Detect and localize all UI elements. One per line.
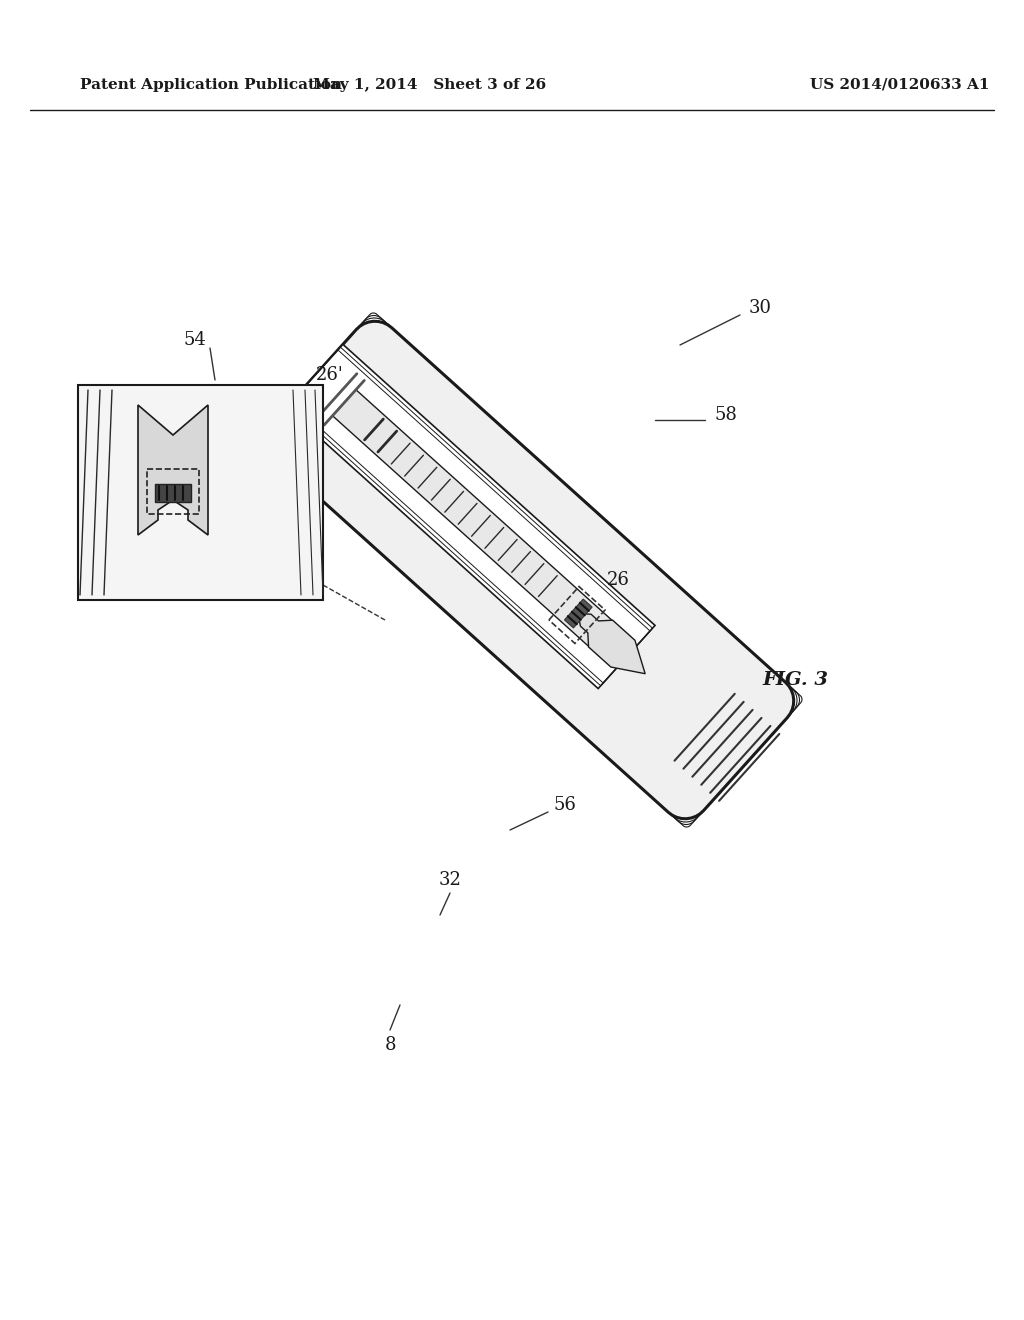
- Text: 58: 58: [715, 407, 737, 424]
- Text: FIG. 3: FIG. 3: [762, 671, 828, 689]
- Text: 26: 26: [606, 572, 630, 589]
- Text: 26': 26': [316, 366, 344, 384]
- Text: 8: 8: [384, 1036, 395, 1053]
- Polygon shape: [266, 321, 794, 818]
- Polygon shape: [333, 389, 631, 664]
- Text: May 1, 2014   Sheet 3 of 26: May 1, 2014 Sheet 3 of 26: [313, 78, 547, 92]
- Polygon shape: [286, 345, 655, 689]
- Text: US 2014/0120633 A1: US 2014/0120633 A1: [810, 78, 990, 92]
- Bar: [78, 385, 323, 601]
- Polygon shape: [579, 614, 645, 673]
- Text: 56: 56: [554, 796, 577, 814]
- Polygon shape: [564, 599, 592, 628]
- Text: 54: 54: [183, 331, 207, 348]
- Text: 32: 32: [438, 871, 462, 888]
- Bar: [147, 469, 199, 513]
- Text: Patent Application Publication: Patent Application Publication: [80, 78, 342, 92]
- Polygon shape: [138, 405, 208, 535]
- Text: 30: 30: [749, 300, 771, 317]
- Bar: [155, 484, 191, 502]
